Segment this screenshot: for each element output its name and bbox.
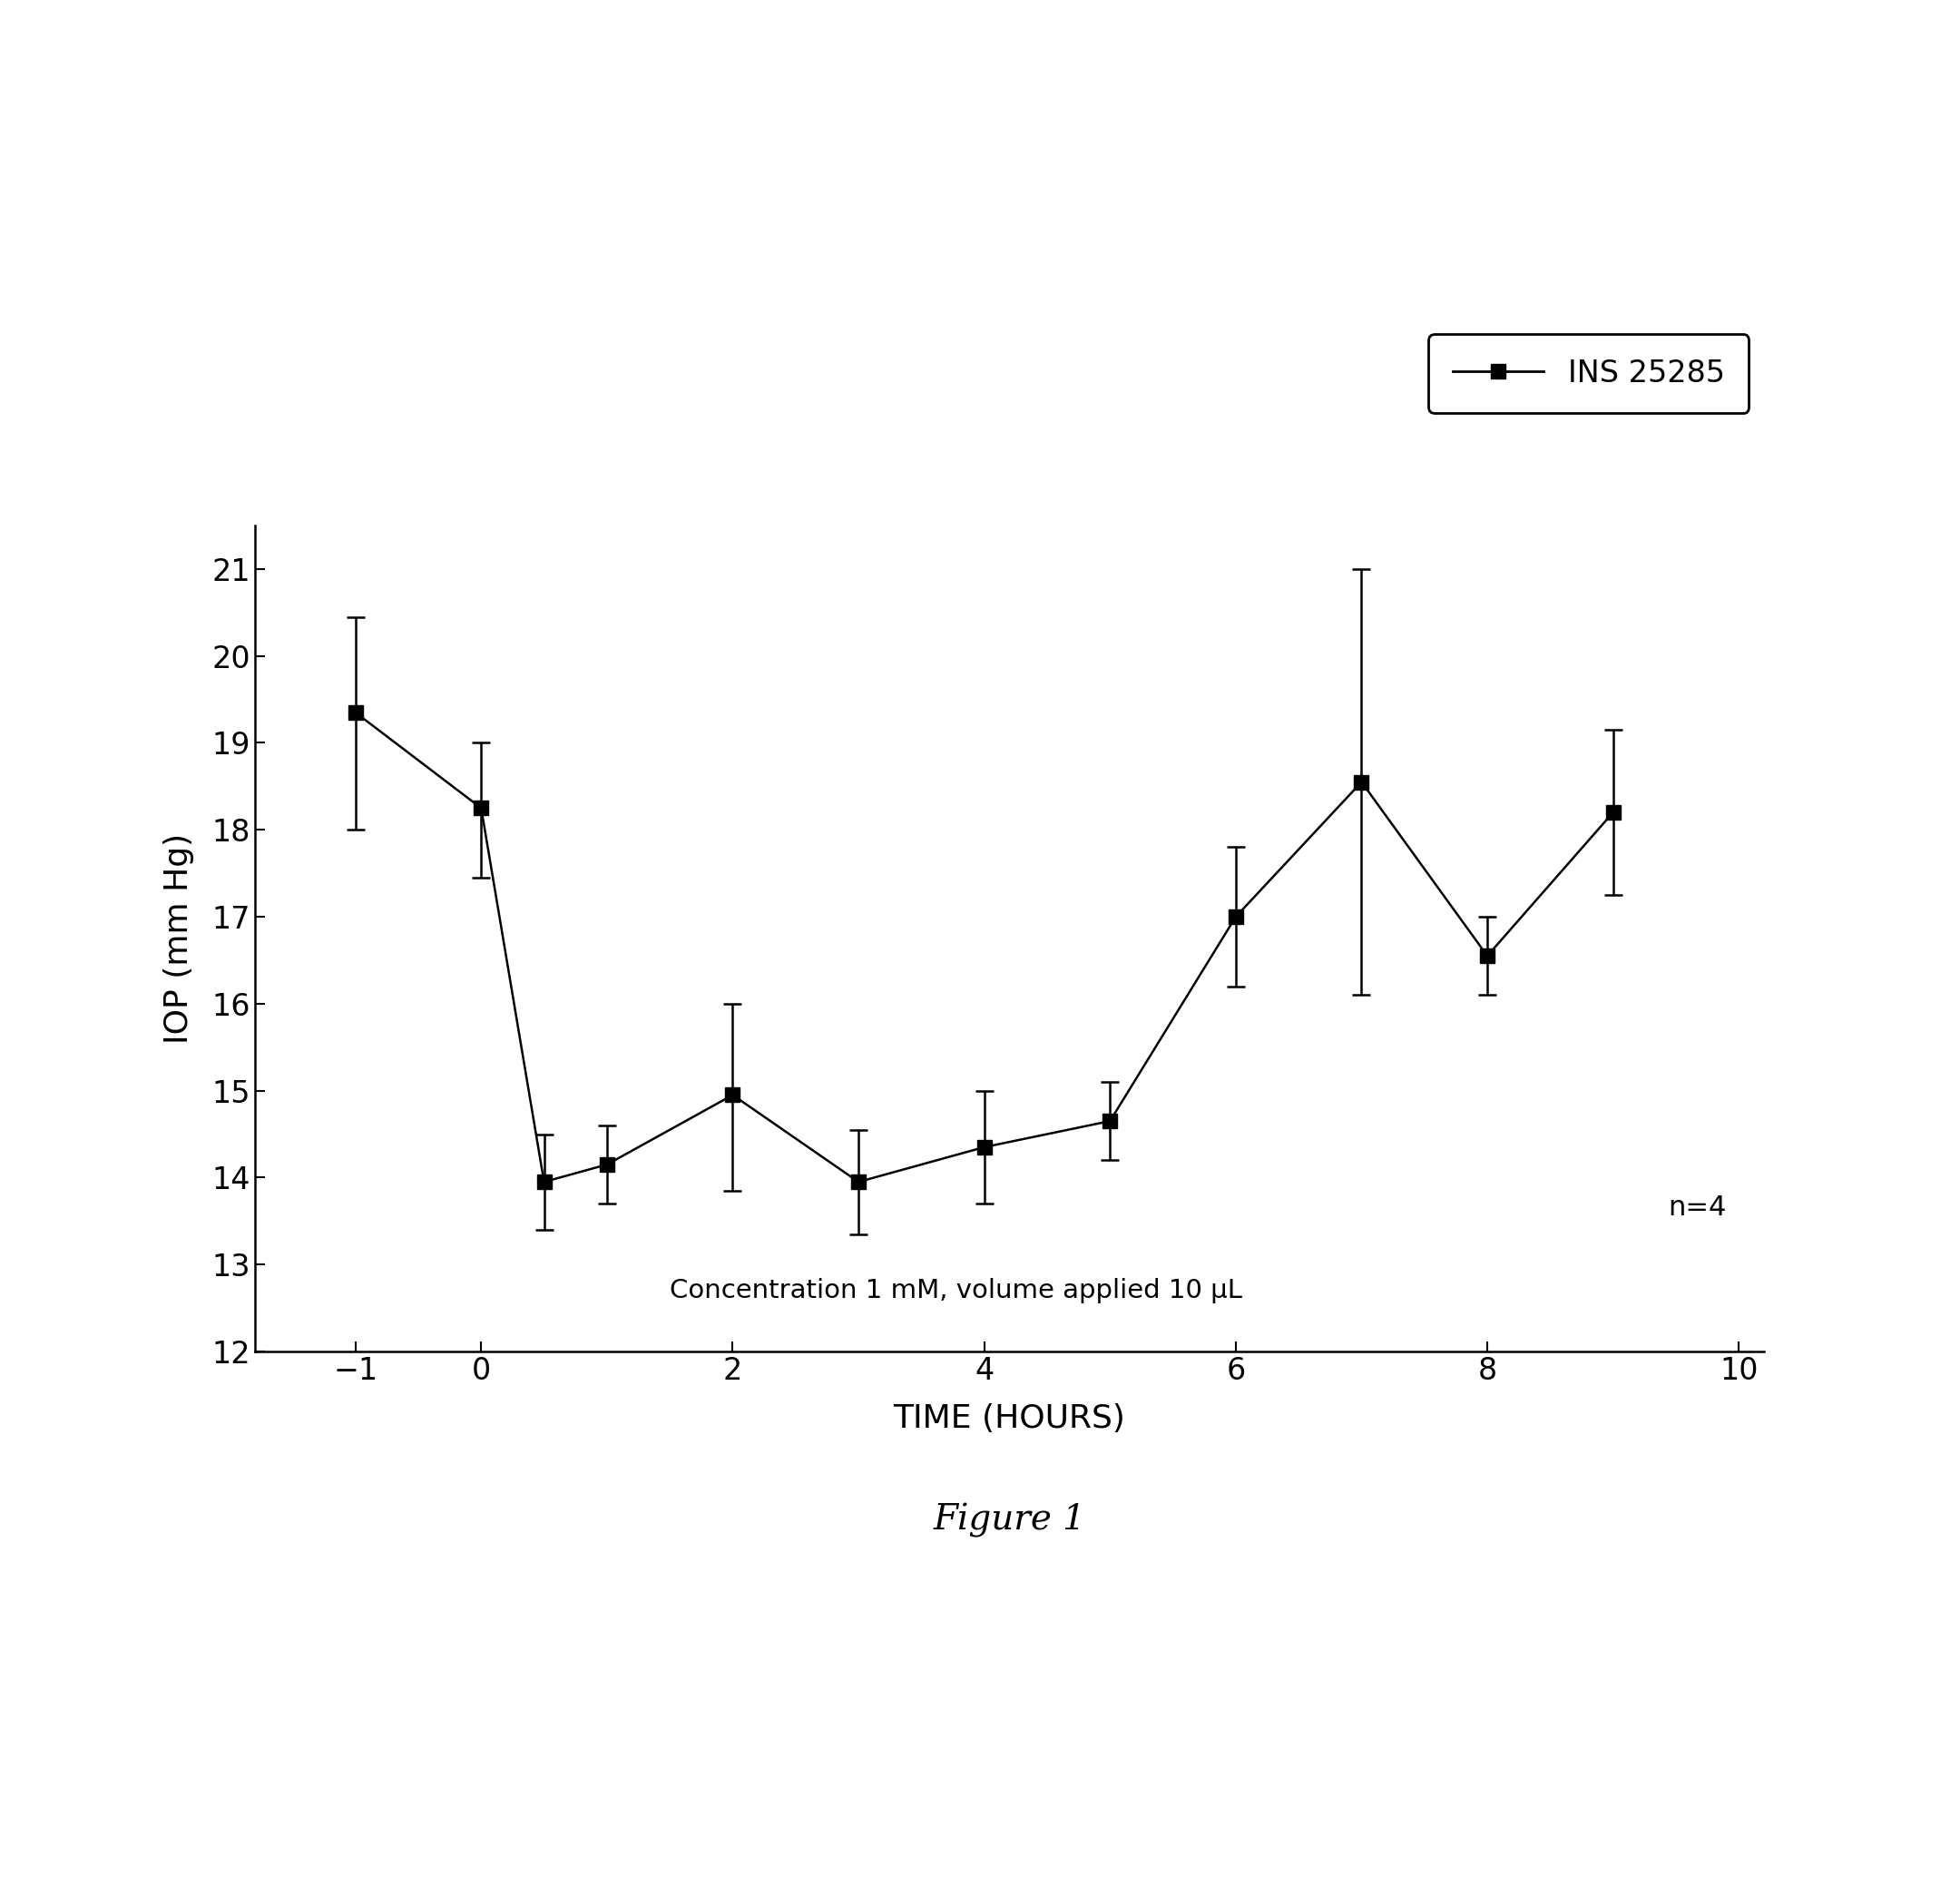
Y-axis label: IOP (mm Hg): IOP (mm Hg): [163, 833, 194, 1044]
Text: n=4: n=4: [1668, 1196, 1727, 1222]
Text: Figure 1: Figure 1: [933, 1503, 1086, 1537]
Legend: INS 25285: INS 25285: [1429, 334, 1748, 413]
Text: Concentration 1 mM, volume applied 10 μL: Concentration 1 mM, volume applied 10 μL: [670, 1278, 1243, 1305]
X-axis label: TIME (HOURS): TIME (HOURS): [894, 1404, 1125, 1434]
